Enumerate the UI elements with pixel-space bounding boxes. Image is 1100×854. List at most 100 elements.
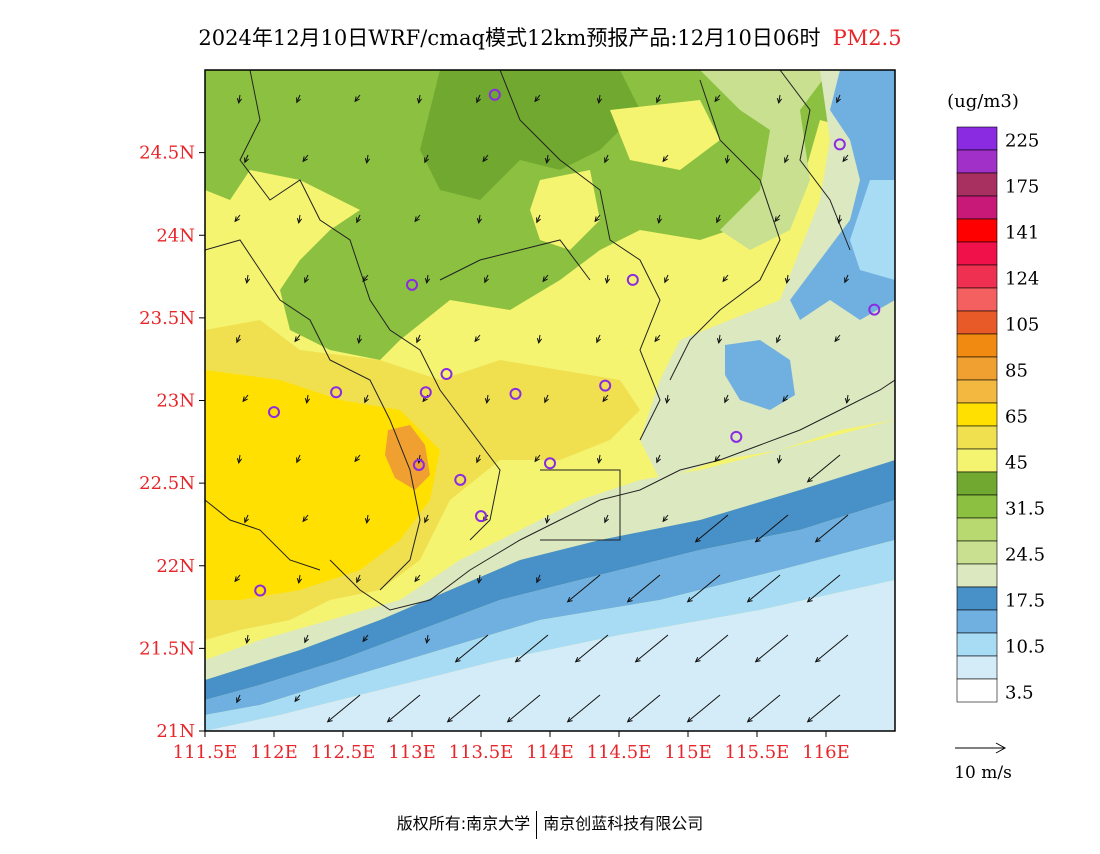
wind-arrow	[814, 514, 849, 543]
wind-arrow	[236, 694, 241, 704]
colorbar-label: 45	[1005, 453, 1028, 474]
wind-arrow	[716, 334, 723, 345]
colorbar-bin	[956, 540, 998, 565]
wind-arrow	[454, 634, 489, 663]
wind-arrow	[424, 274, 431, 285]
colorbar-bin	[956, 218, 998, 243]
wind-arrow	[484, 274, 489, 284]
colorbar-bin	[956, 517, 998, 542]
wind-arrow	[474, 334, 481, 343]
field-offshore-midblue	[205, 500, 895, 715]
station-marker	[406, 278, 418, 291]
colorbar-bin	[956, 425, 998, 450]
wind-arrow	[806, 454, 841, 483]
wind-arrow	[664, 394, 671, 405]
wind-arrow	[424, 154, 429, 164]
station-marker	[626, 273, 639, 286]
wind-arrow	[356, 334, 363, 345]
colorbar-label: 105	[1005, 315, 1039, 336]
lon-tick-label: 114E	[526, 742, 574, 763]
wind-arrow	[386, 694, 421, 723]
colorbar-bin	[956, 126, 998, 151]
wind-arrow	[534, 454, 541, 463]
wind-arrow	[714, 454, 721, 463]
field-lightblue-east	[850, 180, 895, 280]
colorbar-label: 65	[1005, 407, 1028, 428]
colorbar-bin	[956, 241, 998, 266]
wind-arrow	[836, 94, 841, 104]
wind-arrow	[574, 634, 609, 663]
wind-arrow	[604, 514, 609, 524]
wind-arrow	[414, 574, 421, 583]
wind-arrow	[476, 214, 483, 225]
lat-tick-label: 23.5N	[139, 308, 195, 329]
wind-arrow	[304, 634, 309, 644]
colorbar-label: 124	[1005, 269, 1039, 290]
wind-arrow	[662, 514, 669, 523]
wind-arrow	[842, 154, 849, 163]
colorbar-label: 10.5	[1005, 637, 1045, 658]
colorbar-bin	[956, 149, 998, 174]
wind-arrow	[302, 154, 309, 163]
lon-tick-label: 114.5E	[587, 742, 652, 763]
wind-arrow	[836, 214, 843, 225]
station-marker	[599, 379, 612, 392]
colorbar-bin	[956, 264, 998, 289]
colorbar-label: 175	[1005, 177, 1039, 198]
wind-arrow	[566, 694, 601, 723]
wind-arrow	[296, 214, 303, 225]
wind-arrow	[364, 154, 371, 165]
field-offshore-lightblue	[205, 540, 895, 731]
wind-arrow	[754, 514, 789, 543]
wind-arrow	[776, 454, 783, 465]
wind-arrow	[596, 334, 601, 344]
colorbar-bin	[956, 310, 998, 335]
wind-arrow	[236, 454, 243, 465]
colorbar-bin	[956, 172, 998, 197]
lon-tick-label: 111.5E	[173, 742, 238, 763]
wind-arrow	[234, 574, 241, 583]
wind-arrow	[296, 574, 303, 585]
wind-reference-arrow	[955, 742, 1007, 754]
wind-arrow	[686, 574, 721, 603]
colorbar-label: 85	[1005, 361, 1028, 382]
station-marker	[440, 368, 453, 381]
wind-arrow	[364, 394, 369, 404]
wind-arrow	[626, 694, 661, 723]
wind-arrow	[536, 214, 541, 224]
colorbar-legend: 225 175 141 124 105 85 65 45 31.5 24.5 17.5 10.5 3.5	[956, 126, 1045, 704]
lon-tick-label: 113.5E	[449, 742, 514, 763]
colorbar-bin	[956, 448, 998, 473]
wind-arrow	[774, 214, 781, 223]
wind-arrow	[244, 514, 249, 524]
wind-arrow	[484, 394, 491, 405]
wind-arrow	[596, 94, 603, 105]
map-title: 2024年12月10日WRF/cmaq模式12km预报产品:12月10日06时 P…	[0, 22, 1100, 52]
title-text: 2024年12月10日WRF/cmaq模式12km预报产品:12月10日06时	[198, 26, 821, 50]
copyright-text: 版权所有:南京大学	[396, 814, 531, 833]
wind-arrow	[296, 94, 301, 104]
station-marker	[544, 457, 556, 470]
wind-arrow	[746, 574, 781, 603]
lon-tick-label: 112.5E	[311, 742, 376, 763]
wind-arrow	[356, 214, 361, 224]
station-marker	[488, 88, 501, 101]
station-marker	[412, 458, 425, 471]
wind-arrow	[244, 154, 249, 164]
lon-tick-label: 116E	[802, 742, 850, 763]
colorbar-bin	[956, 333, 998, 358]
wind-arrow	[294, 694, 301, 703]
wind-arrow	[476, 94, 481, 104]
wind-arrow	[424, 514, 429, 524]
station-marker	[833, 138, 846, 151]
colorbar-bin	[956, 195, 998, 220]
station-marker	[475, 510, 487, 523]
colorbar-label: 3.5	[1005, 683, 1034, 704]
wind-arrow	[776, 94, 783, 105]
wind-arrow	[782, 394, 789, 403]
wind-arrow	[362, 274, 369, 283]
station-marker	[254, 584, 267, 597]
wind-arrow	[544, 514, 551, 525]
wind-arrow	[416, 94, 423, 105]
